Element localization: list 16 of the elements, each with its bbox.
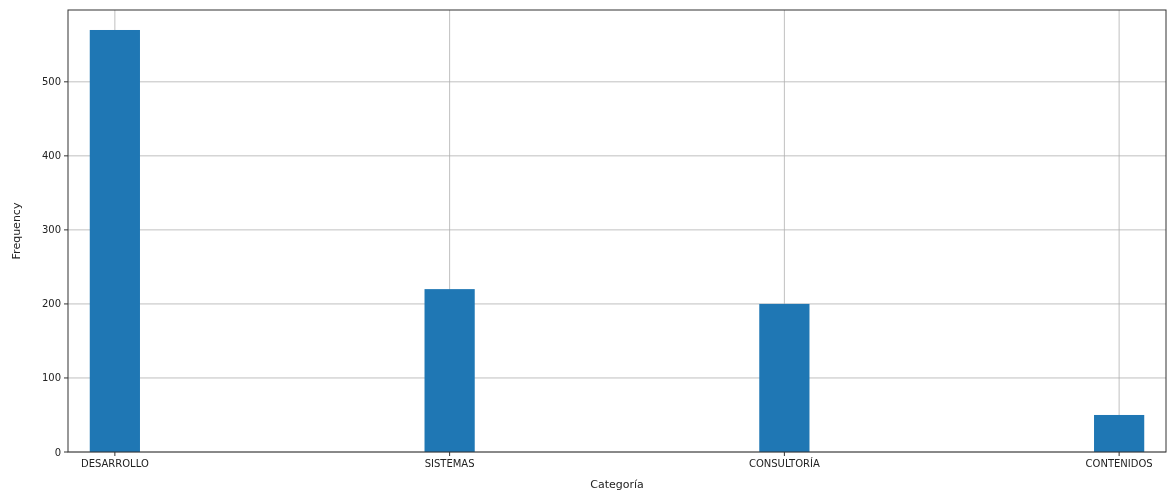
bar [1094, 414, 1145, 452]
bar [424, 289, 475, 452]
y-tick-label: 300 [41, 224, 61, 236]
y-tick-label: 500 [41, 76, 61, 88]
bar [89, 29, 140, 452]
x-tick-label: CONTENIDOS [1085, 458, 1153, 469]
bar [759, 303, 810, 452]
y-tick-label: 100 [41, 372, 61, 384]
x-axis-title: Categoría [590, 478, 644, 491]
y-tick-label: 0 [54, 446, 61, 458]
y-tick-label: 200 [41, 298, 61, 310]
y-axis-title: Frequency [10, 202, 23, 260]
x-tick-label: CONSULTORÍA [748, 457, 820, 469]
x-tick-label: SISTEMAS [424, 458, 475, 469]
x-tick-label: DESARROLLO [80, 458, 149, 469]
y-tick-label: 400 [41, 150, 61, 162]
